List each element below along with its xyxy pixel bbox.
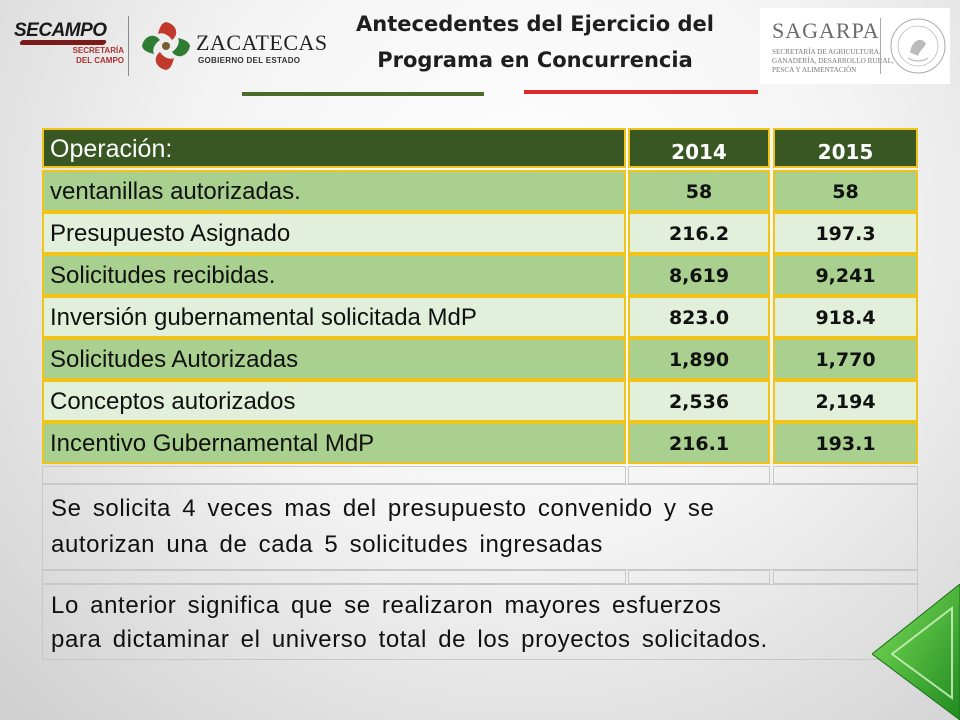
accent-line-red	[524, 90, 758, 94]
table-row: Incentivo Gubernamental MdP 216.1 193.1	[42, 422, 918, 464]
zacatecas-logo: ZACATECAS GOBIERNO DEL ESTADO	[138, 16, 327, 80]
zacatecas-sub: GOBIERNO DEL ESTADO	[198, 56, 301, 65]
sagarpa-logo: SAGARPA SECRETARÍA DE AGRICULTURA, GANAD…	[760, 8, 950, 84]
table-header-row: Operación: 2014 2015	[42, 128, 918, 168]
zacatecas-emblem-icon	[142, 22, 190, 70]
header: SECAMPO SECRETARÍA DEL CAMPO ZACATECAS G…	[0, 0, 960, 100]
secampo-name: SECAMPO	[14, 20, 107, 41]
sagarpa-name: SAGARPA	[772, 18, 880, 43]
header-cell-2014: 2014	[628, 128, 770, 168]
header-cell-2015: 2015	[773, 128, 918, 168]
secampo-logo: SECAMPO SECRETARÍA DEL CAMPO	[14, 14, 124, 78]
table-row: ventanillas autorizadas. 58 58	[42, 170, 918, 212]
table-row: Inversión gubernamental solicitada MdP 8…	[42, 296, 918, 338]
next-slide-arrow-icon[interactable]	[872, 584, 960, 720]
zacatecas-name: ZACATECAS	[196, 30, 328, 55]
accent-line-green	[242, 92, 484, 96]
page-title: Antecedentes del Ejercicio del Programa …	[356, 12, 714, 72]
sagarpa-sub: SECRETARÍA DE AGRICULTURA, GANADERÍA, DE…	[772, 48, 894, 74]
secampo-swoosh	[19, 40, 107, 45]
logo-divider	[128, 16, 129, 76]
spacer-row	[42, 570, 918, 584]
mexico-seal-icon	[890, 18, 946, 74]
table-row: Conceptos autorizados 2,536 2,194	[42, 380, 918, 422]
secampo-sub: SECRETARÍA DEL CAMPO	[72, 46, 124, 65]
note-conclusion: Lo anterior significa que se realizaron …	[42, 584, 918, 660]
table-row: Solicitudes Autorizadas 1,890 1,770	[42, 338, 918, 380]
table-row: Presupuesto Asignado 216.2 197.3	[42, 212, 918, 254]
note-requested-vs-budget: Se solicita 4 veces mas del presupuesto …	[42, 484, 918, 570]
spacer-row	[42, 466, 918, 484]
table-row: Solicitudes recibidas. 8,619 9,241	[42, 254, 918, 296]
sagarpa-divider	[880, 18, 881, 74]
header-cell-label: Operación:	[42, 128, 626, 168]
